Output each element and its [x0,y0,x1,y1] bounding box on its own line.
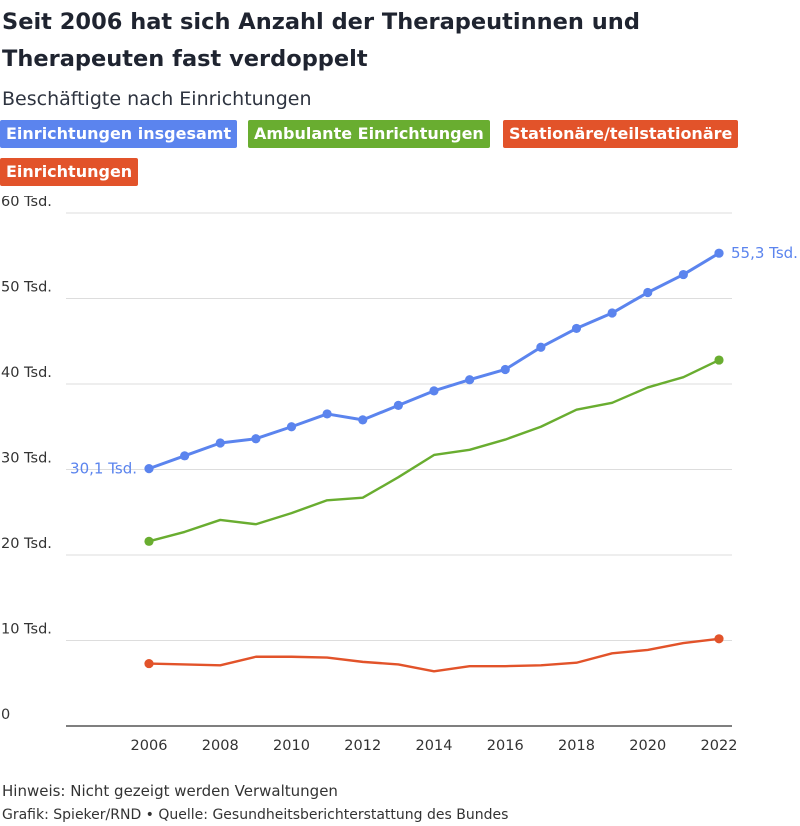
series-line-1 [147,358,721,543]
x-tick-label: 2018 [558,738,595,754]
data-point [678,269,688,280]
series-line-0 [147,251,721,471]
series-line-2 [147,637,721,673]
footer-note: Hinweis: Nicht gezeigt werden Verwaltung… [2,782,338,800]
legend-item-stationaer: Stationäre/teilstationäre [503,120,739,148]
data-point [536,342,546,352]
data-point [144,464,154,474]
legend: Einrichtungen insgesamt Ambulante Einric… [0,120,800,186]
x-tick-label: 2014 [416,738,453,754]
data-point [144,536,154,546]
y-tick-label: 10 Tsd. [1,622,52,638]
chart-title: Seit 2006 hat sich Anzahl der Therapeuti… [2,9,640,72]
y-tick-label: 60 Tsd. [1,196,52,210]
data-point [571,323,582,334]
data-point [251,434,261,444]
x-tick-label: 2010 [273,738,310,754]
chart-subtitle: Beschäftigte nach Einrichtungen [2,88,312,110]
data-point [215,438,225,448]
data-label: 30,1 Tsd. [70,460,137,478]
data-point [714,248,724,258]
line-chart: 0 10 Tsd. 20 Tsd. 30 Tsd. 40 Tsd. 50 Tsd. 60 T… [1,196,798,754]
legend-item-stationaer-continued: Einrichtungen [0,158,139,186]
legend-item-insgesamt: Einrichtungen insgesamt [0,120,238,148]
x-tick-label: 2008 [202,738,239,754]
x-tick-label: 2020 [629,738,666,754]
data-point [643,287,653,298]
data-point [714,634,724,644]
data-point [607,308,617,318]
x-tick-label: 2016 [487,738,524,754]
data-point [714,355,724,365]
y-tick-label: 50 Tsd. [1,280,52,296]
y-tick-label: 40 Tsd. [1,365,52,381]
data-point [429,386,439,396]
data-point [144,658,154,669]
y-tick-label: 0 [1,707,10,723]
data-point [180,451,190,461]
data-point [465,375,475,385]
x-tick-label: 2006 [131,738,168,754]
data-point [500,364,510,375]
x-tick-label: 2012 [344,738,381,754]
legend-item-ambulant: Ambulante Einrichtungen [248,120,490,148]
x-tick-label: 2022 [701,738,738,754]
footer-credit: Grafik: Spieker/RND • Quelle: Gesundheit… [2,807,509,823]
data-point [358,415,368,425]
data-label: 55,3 Tsd. [731,244,798,262]
y-tick-label: 30 Tsd. [1,451,52,467]
data-point [393,400,403,410]
data-point [286,422,297,432]
data-point [322,409,332,419]
y-tick-label: 20 Tsd. [1,536,52,552]
